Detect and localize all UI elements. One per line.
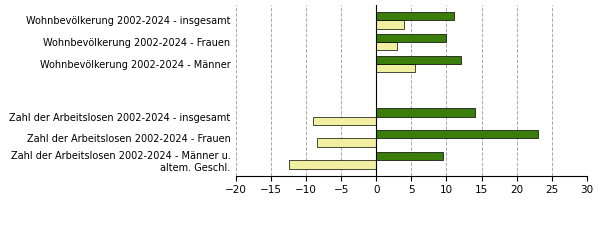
Bar	[376, 64, 415, 72]
Bar	[376, 12, 454, 20]
Bar	[316, 138, 376, 147]
Bar	[376, 34, 446, 42]
Bar	[376, 20, 404, 29]
Bar	[376, 56, 460, 64]
Bar	[376, 108, 474, 117]
Bar	[376, 42, 397, 51]
Bar	[313, 117, 376, 125]
Bar	[376, 130, 538, 138]
Bar	[289, 160, 376, 169]
Bar	[376, 152, 443, 160]
